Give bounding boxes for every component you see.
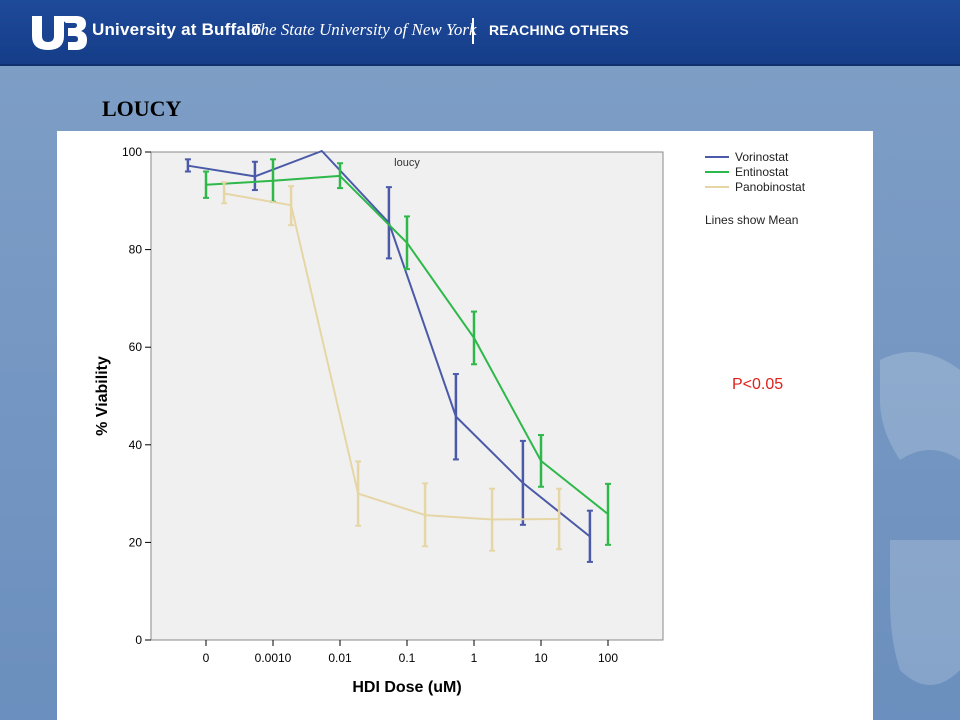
error-bar-entinostat — [471, 310, 477, 366]
error-bar-entinostat — [203, 170, 209, 199]
y-tick-label: 20 — [129, 535, 143, 549]
legend-label-panobinostat: Panobinostat — [735, 179, 806, 194]
legend-note: Lines show Mean — [705, 213, 799, 227]
x-tick-label: 0.01 — [328, 651, 352, 665]
error-bar-vorinostat — [452, 373, 459, 461]
error-bar-panobinostat — [556, 487, 563, 551]
viability-chart: 0 20 40 60 80 100 0 0.0010 0.01 0.1 1 10 100 loucy HDI… — [94, 145, 664, 696]
y-axis-label: % Viability — [94, 356, 111, 436]
banner-tagline: REACHING OTHERS — [489, 22, 629, 38]
crest-watermark-icon — [880, 352, 960, 685]
legend-swatch-vorinostat — [705, 155, 729, 158]
x-tick-label: 100 — [598, 651, 618, 665]
error-bar-panobinostat — [355, 460, 362, 527]
error-bar-vorinostat — [184, 158, 191, 173]
chart-title: loucy — [394, 157, 420, 169]
series-line-panobinostat — [223, 192, 560, 521]
legend-label-vorinostat: Vorinostat — [735, 149, 789, 164]
legend-swatch-panobinostat — [705, 185, 729, 188]
significance-label: P<0.05 — [732, 376, 784, 393]
error-bar-vorinostat — [586, 509, 593, 563]
legend-swatch-entinostat — [705, 170, 729, 173]
x-tick-label: 10 — [534, 651, 548, 665]
error-bar-panobinostat — [422, 482, 429, 548]
legend-entry-entinostat: Entinostat — [705, 164, 865, 179]
university-banner: University at Buffalo The State Universi… — [0, 0, 960, 66]
error-bar-panobinostat — [489, 487, 496, 552]
y-tick-label: 40 — [129, 438, 143, 452]
y-tick-label: 100 — [122, 145, 142, 159]
banner-divider — [472, 18, 474, 44]
error-bar-vorinostat — [251, 160, 258, 192]
x-axis-label: HDI Dose (uM) — [352, 679, 461, 696]
y-tick-label: 60 — [129, 340, 143, 354]
chart-figure: 0 20 40 60 80 100 0 0.0010 0.01 0.1 1 10 100 loucy HDI… — [57, 131, 873, 720]
legend-entry-vorinostat: Vorinostat — [705, 149, 865, 164]
legend-entry-panobinostat: Panobinostat — [705, 179, 865, 194]
error-bar-entinostat — [538, 434, 544, 488]
y-tick-label: 0 — [135, 633, 142, 647]
error-bar-panobinostat — [288, 185, 295, 227]
y-tick-label: 80 — [129, 243, 143, 257]
ub-logo-icon — [32, 16, 87, 50]
slide-title: LOUCY — [102, 96, 182, 121]
legend-label-entinostat: Entinostat — [735, 164, 789, 179]
error-bar-entinostat — [404, 215, 410, 271]
university-subtitle: The State University of New York — [251, 20, 477, 39]
error-bar-panobinostat — [221, 181, 228, 205]
error-bar-entinostat — [337, 162, 343, 190]
x-tick-label: 0 — [203, 651, 210, 665]
x-tick-label: 0.1 — [399, 651, 416, 665]
university-name: University at Buffalo — [92, 20, 262, 39]
error-bar-vorinostat — [519, 439, 526, 526]
chart-legend: Vorinostat Entinostat Panobinostat Lines… — [705, 149, 865, 227]
error-bar-vorinostat — [385, 186, 392, 260]
error-bar-entinostat — [605, 482, 611, 546]
x-tick-label: 1 — [471, 651, 478, 665]
x-tick-label: 0.0010 — [255, 651, 292, 665]
